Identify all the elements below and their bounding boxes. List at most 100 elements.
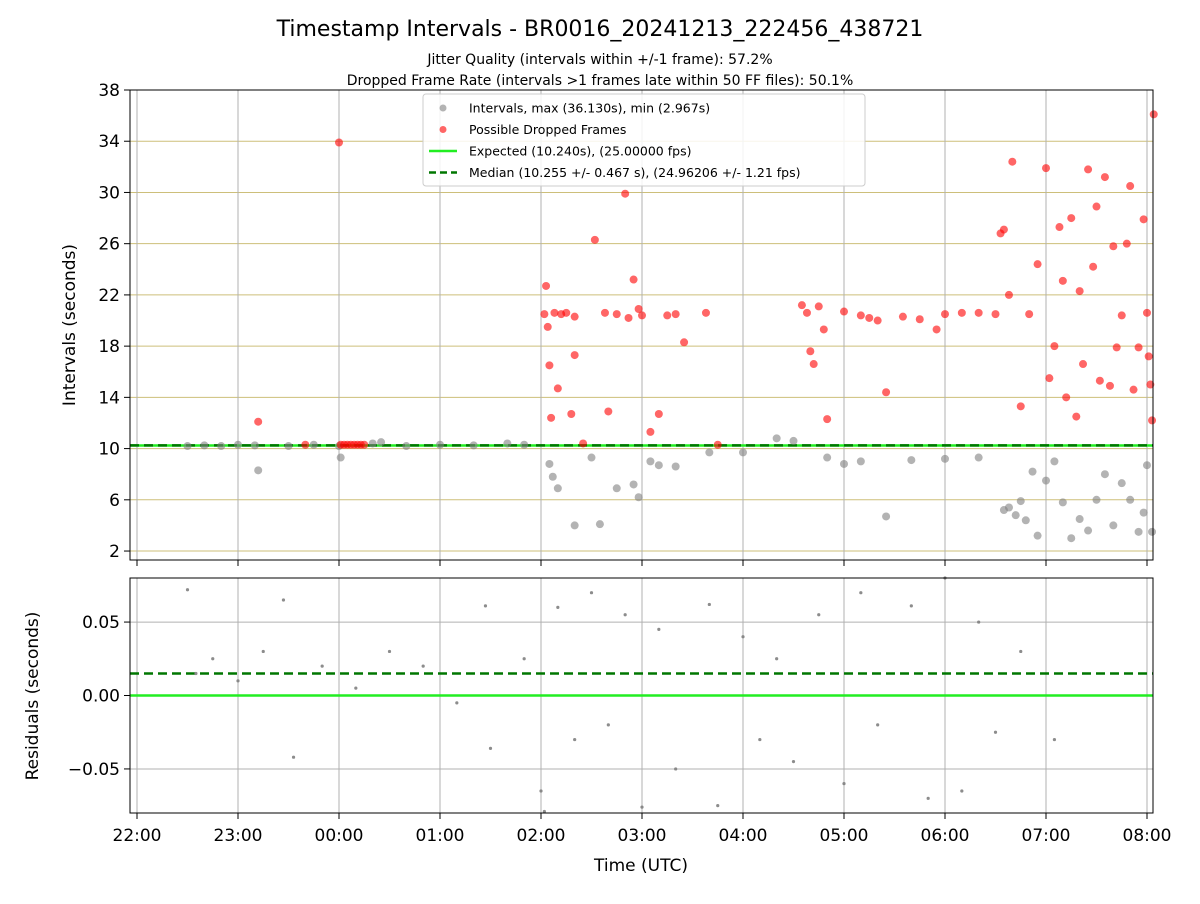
y-tick-label: 10 [98, 440, 120, 460]
interval-point [520, 440, 529, 449]
dropped-point [1058, 276, 1067, 285]
dropped-point [1126, 182, 1135, 191]
interval-point [1021, 516, 1030, 525]
dropped-point [1144, 352, 1153, 361]
y-tick-label: 26 [98, 235, 120, 255]
dropped-point [1042, 164, 1050, 173]
x-tick-label: 23:00 [214, 826, 263, 846]
interval-point [739, 448, 747, 457]
interval-point [612, 484, 621, 493]
interval-point [488, 746, 493, 750]
dropped-point [542, 281, 551, 290]
dropped-point [1050, 342, 1059, 351]
interval-point [791, 759, 796, 764]
dropped-point [1072, 412, 1081, 421]
interval-point [291, 755, 296, 759]
interval-point [758, 737, 762, 742]
dropped-point [797, 301, 806, 310]
interval-point [909, 604, 913, 608]
y-tick-label: 0.00 [82, 687, 120, 707]
interval-point [634, 493, 643, 502]
dropped-point [819, 325, 828, 334]
interval-point [309, 440, 318, 449]
x-tick-label: 04:00 [719, 826, 768, 846]
interval-point [823, 453, 832, 462]
dropped-point [553, 384, 562, 393]
dropped-point [612, 310, 621, 319]
dropped-point [991, 310, 1000, 319]
plot-frame [129, 89, 1154, 561]
interval-point [960, 789, 964, 793]
dropped-point [1084, 165, 1093, 174]
dropped-point [806, 347, 815, 356]
x-tick-label: 06:00 [921, 826, 970, 846]
interval-point [320, 664, 324, 668]
interval-point [1016, 497, 1025, 506]
y-tick-label: 30 [98, 183, 120, 203]
dropped-point [932, 325, 941, 334]
dropped-point [540, 310, 549, 319]
x-tick-label: 07:00 [1022, 826, 1071, 846]
dropped-point [1079, 360, 1088, 369]
dropped-point [624, 313, 633, 322]
dropped-point [254, 417, 263, 426]
interval-point [1117, 479, 1126, 488]
interval-point [185, 588, 190, 592]
dropped-point [634, 304, 643, 313]
interval-point [211, 657, 215, 661]
interval-point [842, 782, 846, 786]
dropped-point [941, 310, 949, 319]
interval-point [539, 789, 543, 793]
plot-frame [129, 577, 1154, 814]
interval-point [882, 512, 891, 521]
dropped-point [1089, 262, 1098, 271]
y-tick-label: 38 [98, 81, 120, 101]
interval-point [1058, 498, 1067, 507]
interval-point [674, 767, 678, 771]
x-tick-label: 08:00 [1123, 826, 1172, 846]
interval-point [595, 520, 604, 529]
interval-point [217, 442, 226, 451]
interval-point [775, 657, 779, 661]
dropped-point [638, 311, 646, 320]
interval-point [716, 804, 720, 808]
interval-point [455, 701, 459, 705]
interval-point [194, 671, 198, 676]
interval-point [469, 441, 478, 450]
interval-point [553, 484, 562, 493]
dropped-point [1033, 260, 1042, 269]
dropped-point [567, 410, 576, 419]
interval-point [354, 686, 358, 690]
dropped-point [701, 308, 710, 317]
interval-point [545, 459, 554, 468]
interval-point [840, 459, 848, 468]
dropped-point [915, 315, 924, 324]
dropped-point [360, 440, 369, 449]
interval-point [1042, 476, 1050, 485]
dropped-point [999, 225, 1008, 234]
chart-title: Timestamp Intervals - BR0016_20241213_22… [276, 17, 924, 42]
interval-point [254, 466, 263, 475]
interval-point [1011, 511, 1020, 520]
dropped-point [1129, 385, 1138, 394]
interval-point [377, 438, 386, 447]
interval-point [336, 453, 345, 462]
interval-point [1100, 470, 1109, 479]
interval-point [640, 805, 644, 809]
y-tick-label: 34 [98, 132, 120, 152]
interval-point [1126, 495, 1135, 504]
y-tick-label: 22 [98, 286, 120, 306]
legend-label: Expected (10.240s), (25.00000 fps) [469, 144, 691, 159]
dropped-point [1067, 214, 1076, 223]
dropped-point [1008, 157, 1017, 166]
dropped-point [1045, 374, 1054, 383]
dropped-point [873, 316, 882, 325]
y-tick-label: −0.05 [68, 760, 120, 780]
dropped-point [562, 308, 571, 317]
interval-point [1019, 649, 1023, 654]
interval-point [589, 591, 594, 595]
dropped-point [646, 427, 655, 436]
interval-point [629, 480, 638, 489]
interval-point [570, 521, 579, 530]
x-tick-label: 22:00 [113, 826, 162, 846]
